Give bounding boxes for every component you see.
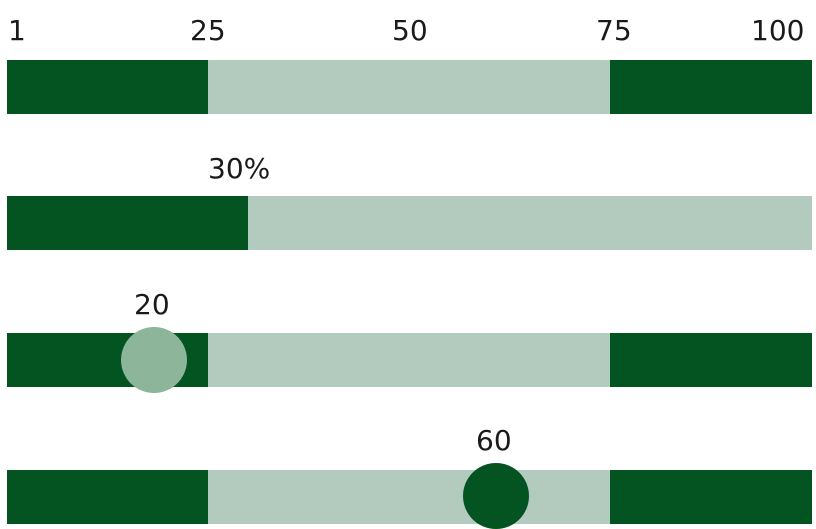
- range-high-segment: [610, 60, 812, 114]
- slider-b-high-segment: [610, 470, 812, 524]
- scale-tick-75: 75: [596, 14, 632, 47]
- scale-tick-1: 1: [8, 14, 26, 47]
- slider-a-high-segment: [610, 333, 812, 387]
- range-bar: [7, 60, 812, 114]
- scale-tick-25: 25: [190, 14, 226, 47]
- progress-label: 30%: [208, 152, 271, 185]
- scale-tick-50: 50: [392, 14, 428, 47]
- slider-b-value-label: 60: [476, 424, 512, 457]
- slider-a-value-label: 20: [134, 288, 170, 321]
- slider-b-thumb[interactable]: [463, 463, 529, 529]
- slider-b-track[interactable]: [7, 470, 812, 524]
- value-scale: 1 25 50 75 100: [0, 0, 816, 50]
- progress-fill: [7, 196, 248, 250]
- range-low-segment: [7, 60, 208, 114]
- slider-a-thumb[interactable]: [121, 327, 187, 393]
- progress-bar: [7, 196, 812, 250]
- scale-tick-100: 100: [751, 14, 805, 47]
- slider-b-low-segment: [7, 470, 208, 524]
